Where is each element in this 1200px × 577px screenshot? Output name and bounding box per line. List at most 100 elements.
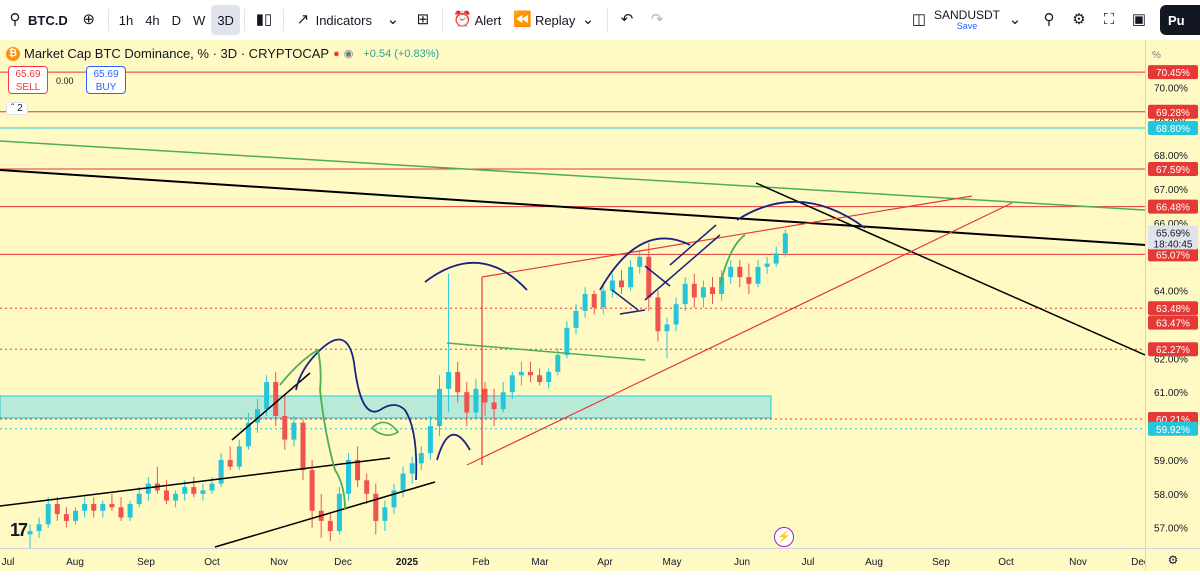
green-wave[interactable] — [279, 348, 346, 511]
interval-d[interactable]: D — [171, 12, 182, 28]
price-axis[interactable]: % 57.00%58.00%59.00%60.00%61.00%62.00%63… — [1145, 40, 1200, 548]
chart-legend[interactable]: ₿ Market Cap BTC Dominance, % · 3D · CRY… — [6, 46, 439, 61]
chart-pane[interactable]: ₿ Market Cap BTC Dominance, % · 3D · CRY… — [0, 40, 1145, 548]
candle-body — [182, 487, 188, 494]
x-tick-label: Feb — [472, 557, 490, 568]
axis-unit: % — [1152, 50, 1161, 61]
candle-body — [728, 266, 734, 278]
candle-body — [264, 382, 270, 410]
candle-body — [236, 446, 242, 467]
candles-icon: ▮▯ — [255, 11, 273, 28]
publish-button[interactable]: Pu — [1160, 5, 1200, 35]
layout-text: SANDUSDT Save — [934, 9, 1000, 31]
settings-button[interactable]: ⚙ — [1064, 5, 1094, 35]
price-axis-canvas: % 57.00%58.00%59.00%60.00%61.00%62.00%63… — [1148, 50, 1198, 535]
candle-body — [82, 503, 88, 511]
buy-label: BUY — [95, 82, 117, 93]
green-flag-line[interactable] — [446, 342, 646, 361]
indicators-button[interactable]: ↗ Indicators — [288, 5, 378, 35]
blue-channel-bottom[interactable] — [644, 234, 721, 301]
black-trendline[interactable] — [0, 169, 1145, 246]
red-support-trendline[interactable] — [466, 202, 1013, 466]
spread-value: 0.00 — [56, 76, 74, 86]
time-axis[interactable]: Jul Aug Sep Oct Nov Dec 2025 Feb Mar Apr May Jun Jul… — [0, 548, 1149, 571]
buy-button[interactable]: 65.69 BUY — [86, 66, 126, 94]
symbol-search[interactable]: ⚲ BTC.D — [0, 5, 74, 35]
x-tick-label: 2025 — [396, 557, 419, 568]
candle-body — [646, 256, 652, 298]
candle-body — [100, 503, 106, 511]
symbol-name: BTC.D — [28, 12, 68, 28]
interval-4h[interactable]: 4h — [145, 12, 160, 28]
blue-arc-1[interactable] — [424, 262, 528, 291]
zoom-icon: ⚲ — [1043, 11, 1055, 28]
axis-corner[interactable]: ⚙ — [1145, 548, 1200, 571]
blue-small-arc[interactable] — [436, 433, 471, 461]
chevron-down-icon: ⌄ — [581, 11, 595, 28]
interval-w[interactable]: W — [193, 12, 206, 28]
candle-body — [191, 487, 197, 494]
candle-body — [582, 294, 588, 311]
candle-body — [546, 371, 552, 383]
eye-icon[interactable]: ◉ — [343, 48, 354, 60]
snapshot-button[interactable]: ▣ — [1124, 5, 1154, 35]
blue-arc-2[interactable] — [599, 237, 691, 291]
candle-body — [364, 480, 370, 494]
candle-body — [45, 503, 51, 525]
candle-body — [227, 459, 233, 467]
candle-body — [764, 263, 770, 267]
candle-body — [209, 483, 215, 491]
collapse-legend-button[interactable]: ˆ 2 — [6, 102, 28, 115]
indicators-icon: ↗ — [296, 11, 310, 28]
red-channel-top[interactable] — [481, 195, 973, 278]
alarm-icon: ⏰ — [452, 11, 472, 28]
chart-canvas[interactable] — [0, 40, 1145, 548]
divider — [107, 9, 109, 31]
green-oval[interactable] — [371, 421, 400, 436]
quick-search-button[interactable]: ⚲ — [1034, 5, 1064, 35]
templates-button[interactable]: ⊞ — [408, 5, 438, 35]
flash-icon[interactable]: ⚡ — [774, 527, 794, 547]
layout-save[interactable]: Save — [956, 21, 978, 31]
horizontal-levels — [0, 71, 1145, 430]
layout-menu[interactable]: ◫ SANDUSDT Save ⌄ — [900, 9, 1034, 31]
green-arc[interactable] — [719, 234, 746, 286]
flag-base[interactable] — [619, 309, 646, 315]
black-descending-line[interactable] — [755, 182, 1145, 356]
black-support-line[interactable] — [0, 457, 391, 507]
tradingview-logo-icon[interactable]: 17 — [10, 520, 28, 540]
blue-channel-top[interactable] — [669, 224, 717, 266]
interval-3d[interactable]: 3D — [211, 5, 240, 35]
gear-icon: ⚙ — [1072, 11, 1086, 28]
undo-button[interactable]: ↶ — [612, 5, 642, 35]
flag-line-2[interactable] — [644, 265, 671, 287]
compare-button[interactable]: ⊕ — [74, 5, 104, 35]
buy-price: 65.69 — [93, 69, 119, 80]
x-tick-label: Jul — [2, 557, 15, 568]
candle-body — [136, 493, 142, 504]
blue-wave[interactable] — [295, 338, 418, 481]
fullscreen-button[interactable]: ⛶ — [1094, 5, 1124, 35]
flag-line-1[interactable] — [611, 289, 639, 311]
price-label-bg — [1148, 301, 1198, 316]
price-label-bg — [1148, 199, 1198, 214]
price-label-bg — [1148, 65, 1198, 80]
candle-body — [600, 290, 606, 308]
interval-1h[interactable]: 1h — [118, 12, 134, 28]
candle-body — [719, 277, 725, 294]
sell-label: SELL — [15, 82, 41, 93]
sell-button[interactable]: 65.69 SELL — [8, 66, 48, 94]
redo-button[interactable]: ↷ — [642, 5, 672, 35]
indicators-menu[interactable]: ⌄ — [378, 5, 408, 35]
chart-type-button[interactable]: ▮▯ — [249, 5, 279, 35]
black-rising-line[interactable] — [214, 481, 436, 548]
candle-body — [619, 280, 624, 288]
replay-button[interactable]: ⏪ Replay ⌄ — [507, 5, 603, 35]
blue-arc-3[interactable] — [736, 200, 866, 229]
price-label: 63.47% — [1156, 319, 1190, 330]
alert-button[interactable]: ⏰ Alert — [447, 5, 507, 35]
candle-body — [291, 422, 297, 440]
candle-body — [118, 507, 124, 518]
y-tick-label: 67.00% — [1154, 185, 1188, 196]
green-trendline[interactable] — [0, 140, 1145, 211]
